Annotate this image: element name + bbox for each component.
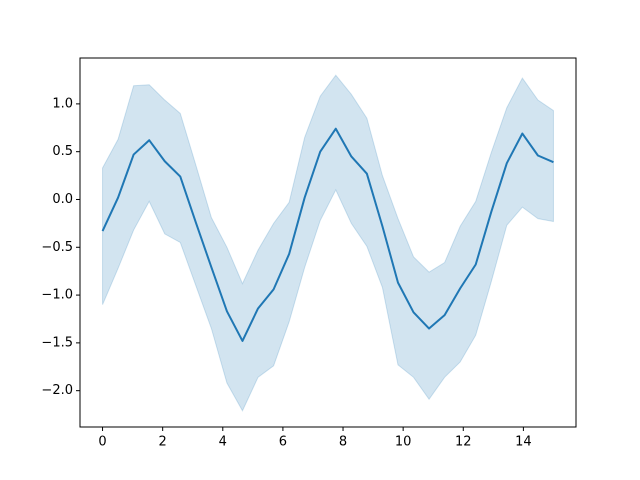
x-tick-label: 4 — [219, 435, 227, 450]
y-tick-label: 0.0 — [52, 192, 73, 207]
x-tick-label: 6 — [279, 435, 287, 450]
x-tick-label: 2 — [159, 435, 167, 450]
confidence-band — [102, 74, 554, 412]
y-tick-label: −0.5 — [41, 240, 73, 255]
x-tick-label: 0 — [98, 435, 106, 450]
y-tick-label: 0.5 — [52, 144, 73, 159]
x-tick-label: 10 — [395, 435, 412, 450]
y-tick-label: 1.0 — [52, 96, 73, 111]
line — [101, 127, 554, 342]
y-tick-label: −2.0 — [41, 383, 73, 398]
y-tick-label: −1.0 — [41, 288, 73, 303]
plot-frame — [79, 57, 577, 428]
y-tick-label: −1.5 — [41, 335, 73, 350]
x-tick-label: 14 — [515, 435, 532, 450]
x-tick-label: 8 — [339, 435, 347, 450]
x-tick-label: 12 — [455, 435, 472, 450]
